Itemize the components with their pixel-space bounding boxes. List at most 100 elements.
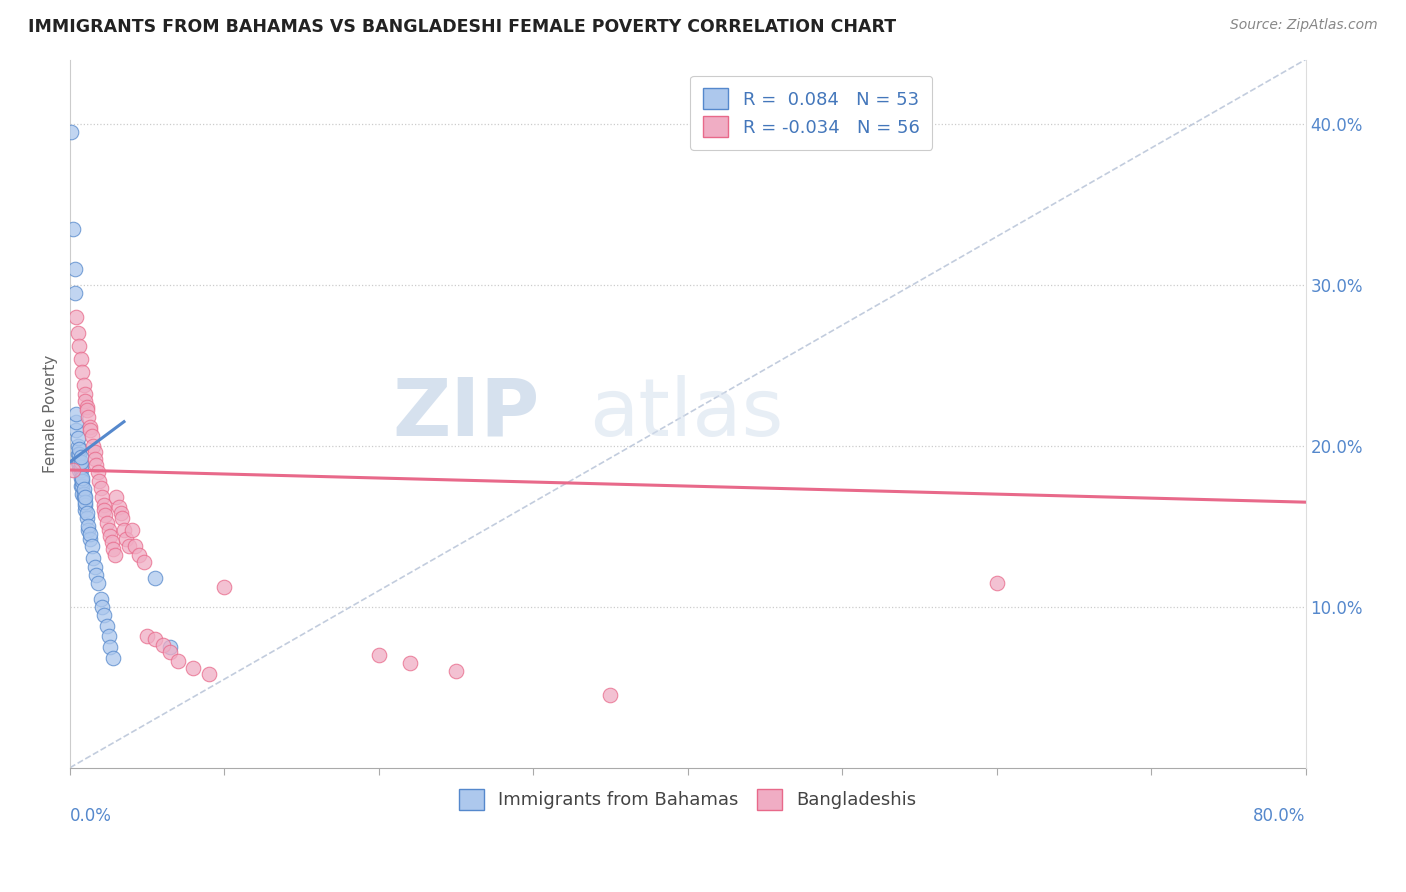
Point — [136, 629, 159, 643]
Point — [79, 527, 101, 541]
Point — [69, 479, 91, 493]
Point — [84, 567, 107, 582]
Text: Source: ZipAtlas.com: Source: ZipAtlas.com — [1230, 18, 1378, 32]
Point — [143, 632, 166, 646]
Point — [124, 539, 146, 553]
Point — [67, 455, 90, 469]
Point — [93, 607, 115, 622]
Point — [66, 447, 89, 461]
Point — [128, 549, 150, 563]
Point — [76, 401, 98, 415]
Point — [67, 458, 90, 472]
Text: 0.0%: 0.0% — [70, 806, 112, 824]
Point — [398, 656, 420, 670]
Point — [367, 648, 389, 662]
Point — [183, 661, 205, 675]
Point — [79, 419, 101, 434]
Text: 80.0%: 80.0% — [1253, 806, 1306, 824]
Point — [80, 429, 103, 443]
Text: IMMIGRANTS FROM BAHAMAS VS BANGLADESHI FEMALE POVERTY CORRELATION CHART: IMMIGRANTS FROM BAHAMAS VS BANGLADESHI F… — [28, 18, 896, 36]
Point — [76, 403, 98, 417]
Point — [167, 655, 190, 669]
Text: atlas: atlas — [589, 375, 783, 452]
Point — [79, 423, 101, 437]
Point — [75, 393, 97, 408]
Point — [67, 442, 90, 456]
Point — [72, 365, 94, 379]
Point — [69, 351, 91, 366]
Point — [90, 481, 112, 495]
Point — [114, 532, 136, 546]
Point — [69, 450, 91, 464]
Point — [214, 581, 236, 595]
Point — [87, 575, 110, 590]
Point — [75, 491, 97, 505]
Point — [132, 555, 155, 569]
Point — [72, 487, 94, 501]
Point — [198, 667, 221, 681]
Point — [89, 475, 111, 489]
Point — [77, 523, 100, 537]
Point — [65, 310, 87, 324]
Point — [69, 459, 91, 474]
Point — [77, 519, 100, 533]
Point — [72, 475, 94, 489]
Point — [91, 491, 114, 505]
Point — [96, 516, 118, 530]
Point — [111, 511, 134, 525]
Point — [65, 407, 87, 421]
Point — [83, 451, 105, 466]
Point — [84, 458, 107, 472]
Point — [82, 551, 104, 566]
Point — [100, 535, 122, 549]
Point — [108, 500, 131, 514]
Legend: Immigrants from Bahamas, Bangladeshis: Immigrants from Bahamas, Bangladeshis — [450, 780, 925, 819]
Point — [75, 503, 97, 517]
Point — [73, 483, 96, 497]
Point — [66, 455, 89, 469]
Point — [83, 445, 105, 459]
Point — [444, 664, 467, 678]
Point — [98, 529, 121, 543]
Point — [117, 539, 139, 553]
Point — [63, 261, 86, 276]
Point — [159, 640, 181, 654]
Point — [66, 326, 89, 341]
Point — [152, 639, 174, 653]
Point — [91, 599, 114, 614]
Point — [101, 651, 124, 665]
Point — [101, 541, 124, 556]
Point — [73, 491, 96, 505]
Point — [105, 491, 128, 505]
Point — [93, 499, 115, 513]
Point — [67, 339, 90, 353]
Point — [72, 479, 94, 493]
Point — [67, 463, 90, 477]
Point — [75, 387, 97, 401]
Point — [79, 532, 101, 546]
Point — [69, 455, 91, 469]
Point — [77, 409, 100, 424]
Point — [87, 465, 110, 479]
Point — [94, 508, 117, 522]
Point — [76, 507, 98, 521]
Text: ZIP: ZIP — [392, 375, 540, 452]
Point — [110, 507, 132, 521]
Point — [73, 377, 96, 392]
Point — [83, 559, 105, 574]
Point — [97, 523, 120, 537]
Point — [75, 495, 97, 509]
Point — [66, 431, 89, 445]
Point — [60, 125, 83, 139]
Point — [159, 645, 181, 659]
Point — [65, 423, 87, 437]
Point — [97, 629, 120, 643]
Point — [69, 471, 91, 485]
Point — [599, 688, 621, 702]
Point — [65, 415, 87, 429]
Point — [90, 591, 112, 606]
Point — [143, 571, 166, 585]
Point — [66, 439, 89, 453]
Point — [104, 549, 127, 563]
Point — [96, 619, 118, 633]
